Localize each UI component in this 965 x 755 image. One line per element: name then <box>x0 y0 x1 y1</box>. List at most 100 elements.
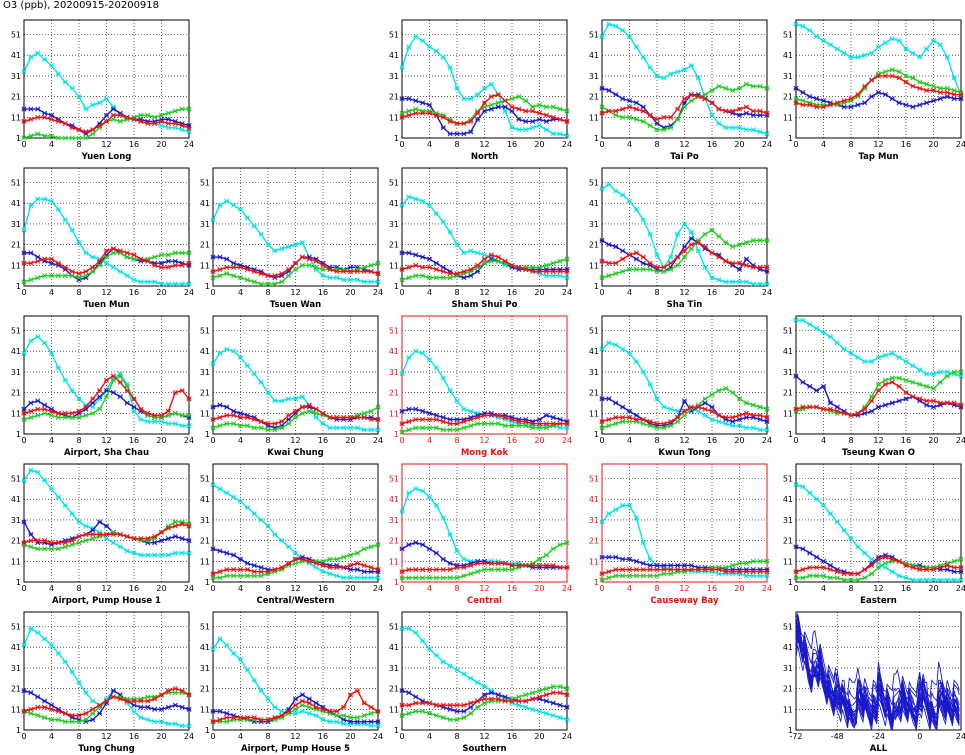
x-tick-label: 24 <box>562 584 572 593</box>
x-tick-label: 24 <box>956 732 965 741</box>
data-point <box>613 108 619 114</box>
data-point <box>523 98 529 104</box>
data-point <box>347 268 354 275</box>
panel-label: Sham Shui Po <box>452 300 518 310</box>
data-point <box>76 127 82 133</box>
data-point <box>793 96 799 102</box>
data-point <box>736 279 743 285</box>
data-point <box>217 575 223 581</box>
data-point <box>172 125 178 131</box>
data-point <box>654 73 660 79</box>
data-point <box>661 268 667 275</box>
x-tick-label: 4 <box>627 584 632 593</box>
data-point <box>406 567 412 573</box>
data-point <box>103 531 110 537</box>
x-tick-label: 24 <box>373 288 383 297</box>
data-point <box>217 414 223 420</box>
y-tick-label: 41 <box>11 347 21 356</box>
data-point <box>516 106 522 112</box>
data-point <box>536 102 543 108</box>
data-point <box>97 258 103 264</box>
data-point <box>327 266 333 272</box>
data-point <box>688 229 694 235</box>
x-tick-label: 16 <box>901 584 911 593</box>
data-point <box>613 506 619 513</box>
data-point <box>495 104 501 110</box>
data-point <box>165 110 171 116</box>
data-point <box>557 421 563 427</box>
data-point <box>145 717 151 723</box>
data-point <box>869 358 875 365</box>
data-point <box>875 73 882 79</box>
data-point <box>152 262 158 268</box>
data-point <box>217 423 223 429</box>
data-point <box>937 85 943 91</box>
data-point <box>231 260 237 266</box>
data-point <box>668 571 674 577</box>
y-tick-label: 31 <box>389 220 399 229</box>
data-point <box>244 504 250 511</box>
data-point <box>158 112 165 118</box>
data-point <box>530 425 536 431</box>
data-point <box>313 258 319 264</box>
data-point <box>152 254 158 260</box>
data-point <box>368 704 374 710</box>
data-point <box>723 108 729 114</box>
data-point <box>179 387 185 394</box>
data-point <box>606 569 612 575</box>
data-point <box>179 412 185 418</box>
data-point <box>869 50 875 56</box>
data-point <box>937 96 943 102</box>
y-tick-label: 51 <box>389 622 399 631</box>
data-point <box>640 421 646 427</box>
data-point <box>736 423 743 429</box>
data-point <box>447 567 453 573</box>
data-point <box>186 250 192 256</box>
data-point <box>55 206 61 212</box>
data-point <box>647 260 653 266</box>
data-point <box>420 254 426 260</box>
data-point <box>76 519 82 525</box>
data-point <box>48 642 55 648</box>
data-point <box>131 708 137 714</box>
data-point <box>495 254 501 260</box>
data-point <box>723 421 729 427</box>
data-point <box>543 104 549 110</box>
data-point <box>406 96 412 102</box>
y-tick-label: 1 <box>16 578 21 587</box>
data-point <box>557 425 563 431</box>
data-point <box>750 573 756 579</box>
y-tick-label: 31 <box>11 368 21 377</box>
data-point <box>131 116 137 122</box>
data-point <box>668 562 674 568</box>
data-point <box>165 552 171 558</box>
data-point <box>426 44 433 50</box>
data-point <box>702 412 708 418</box>
data-point <box>523 704 529 710</box>
data-point <box>599 346 605 352</box>
data-point <box>320 569 326 575</box>
y-tick-label: 1 <box>594 282 599 291</box>
data-point <box>536 708 543 714</box>
data-point <box>647 231 653 237</box>
data-point <box>640 104 646 110</box>
data-point <box>48 116 55 122</box>
y-tick-label: 31 <box>389 368 399 377</box>
data-point <box>433 575 439 581</box>
data-point <box>730 414 736 420</box>
data-point <box>217 708 223 714</box>
x-tick-label: 12 <box>290 732 300 741</box>
data-point <box>440 275 446 281</box>
data-point <box>910 379 916 385</box>
y-tick-label: 41 <box>200 199 210 208</box>
data-point <box>186 412 192 418</box>
data-point <box>62 544 68 550</box>
data-point <box>647 112 653 118</box>
data-point <box>368 719 374 725</box>
data-point <box>599 186 605 192</box>
panel-frame <box>601 463 768 583</box>
data-point <box>889 73 895 79</box>
data-point <box>814 34 820 40</box>
data-point <box>406 250 412 256</box>
data-point <box>48 112 55 118</box>
